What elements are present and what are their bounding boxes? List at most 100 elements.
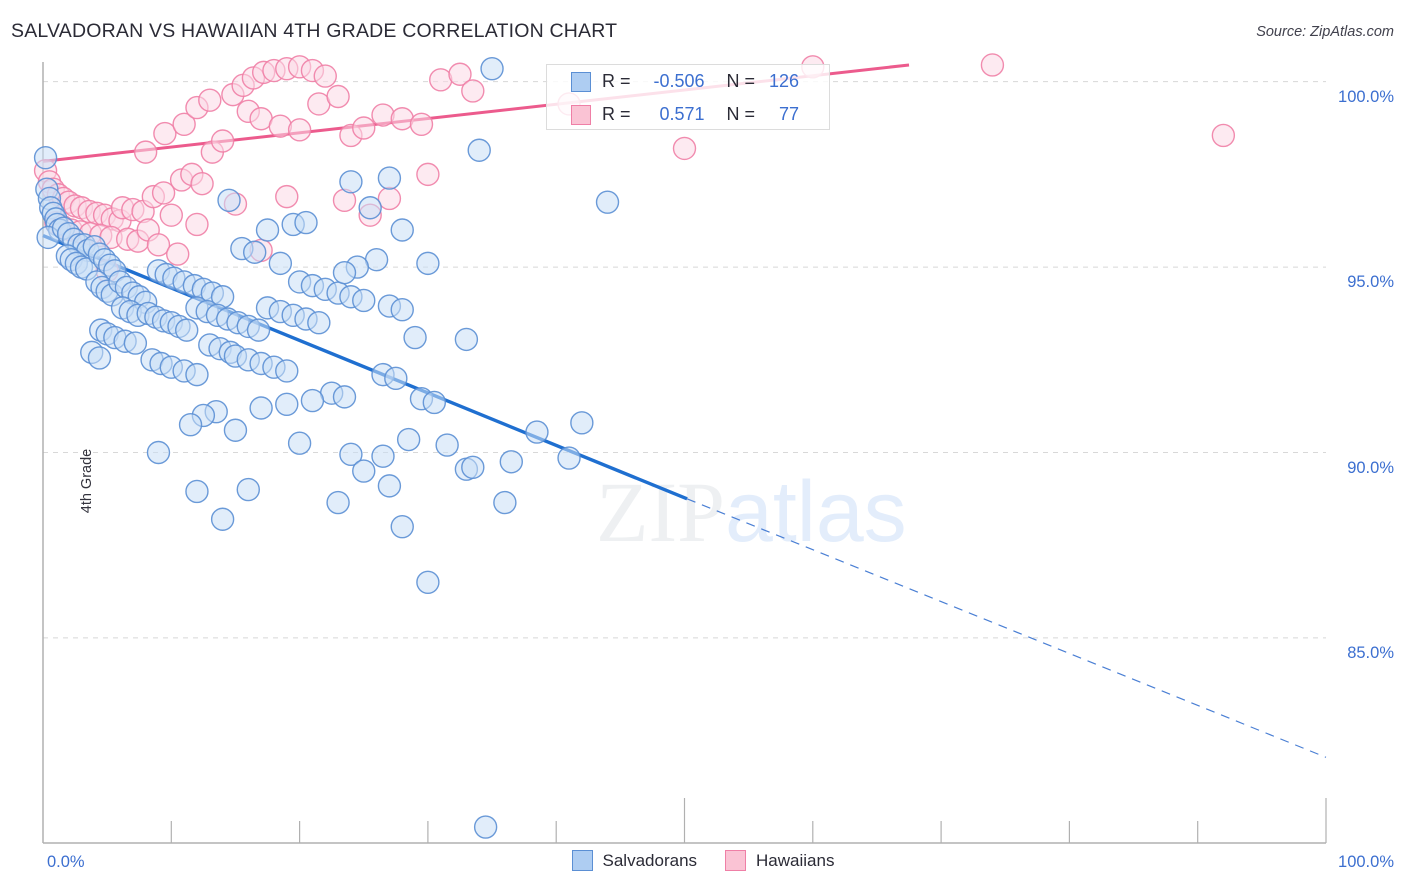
data-point: [409, 112, 434, 136]
data-point: [174, 318, 199, 342]
data-point: [185, 212, 209, 237]
data-point: [403, 325, 427, 350]
data-point: [151, 181, 176, 205]
data-point: [467, 138, 491, 162]
data-point: [198, 88, 222, 112]
correlation-stats-box: R = -0.506 N = 126 R = 0.571 N = 77: [546, 64, 830, 130]
data-point: [461, 79, 485, 103]
data-point: [352, 116, 376, 140]
data-point: [570, 411, 594, 435]
data-point: [246, 318, 271, 342]
data-point: [435, 433, 459, 457]
data-point: [377, 474, 402, 498]
chart-legend: Salvadorans Hawaiians: [0, 850, 1406, 871]
data-point: [525, 420, 549, 444]
stats-n-label-hawaiians: N =: [726, 104, 756, 124]
page-title: SALVADORAN VS HAWAIIAN 4TH GRADE CORRELA…: [11, 20, 618, 42]
data-point: [454, 327, 479, 352]
legend-swatch-hawaiians: [725, 850, 747, 871]
data-point: [980, 53, 1005, 77]
data-point: [461, 455, 485, 480]
data-point: [287, 118, 312, 142]
data-point: [672, 136, 697, 161]
data-point: [358, 196, 382, 220]
data-point: [146, 440, 171, 465]
data-point: [249, 396, 273, 420]
data-point: [326, 490, 350, 515]
data-point: [390, 218, 414, 242]
y-axis-title: 4th Grade: [79, 448, 95, 514]
data-point: [339, 442, 363, 467]
data-point: [123, 331, 148, 355]
legend-swatch-salvadorans: [571, 850, 593, 871]
data-point: [255, 218, 280, 242]
stats-row-salvadorans: R = -0.506 N = 126: [547, 65, 831, 98]
data-point: [352, 459, 376, 483]
y-tick-label: 85.0%: [1347, 643, 1394, 662]
legend-label-hawaiians: Hawaiians: [756, 850, 835, 870]
data-point: [87, 346, 112, 370]
y-tick-label: 100.0%: [1338, 87, 1394, 106]
data-point: [275, 184, 299, 209]
data-point: [210, 507, 235, 531]
stats-r-value-salvadorans: -0.506: [653, 71, 705, 91]
data-point: [190, 171, 214, 196]
data-point: [390, 298, 414, 322]
data-point: [242, 240, 267, 264]
trend-lines: [42, 63, 1327, 758]
scatter-svg: [33, 53, 1327, 844]
data-point: [313, 64, 337, 88]
data-point: [33, 145, 58, 170]
data-point: [416, 251, 440, 276]
stats-r-label-hawaiians: R =: [602, 104, 631, 124]
stats-swatch-salvadorans: [571, 71, 591, 92]
data-point: [480, 56, 504, 81]
data-point: [210, 129, 235, 153]
stats-n-label-salvadorans: N =: [726, 71, 756, 91]
data-point: [448, 62, 472, 86]
data-point: [377, 166, 402, 190]
data-point: [595, 190, 620, 214]
data-point: [332, 385, 357, 409]
series-points-hawaiians: [33, 53, 1236, 283]
trend-line-extension-salvadorans: [686, 498, 1327, 758]
data-point: [384, 366, 408, 391]
data-point: [300, 388, 325, 413]
data-point: [166, 242, 190, 266]
data-point: [332, 260, 357, 285]
stats-row-hawaiians: R = 0.571 N = 77: [547, 98, 831, 131]
stats-r-value-hawaiians: 0.571: [659, 104, 705, 124]
legend-item-salvadorans[interactable]: Salvadorans: [571, 850, 698, 871]
data-point: [133, 140, 158, 164]
x-tick-label-max: 100.0%: [1338, 853, 1394, 871]
data-point: [429, 68, 453, 92]
data-point: [294, 210, 318, 235]
data-point: [185, 479, 209, 504]
data-point: [390, 107, 414, 131]
data-point: [339, 170, 363, 194]
data-point: [217, 188, 241, 213]
data-point: [371, 103, 395, 127]
data-point: [146, 233, 171, 257]
data-point: [236, 477, 260, 502]
legend-item-hawaiians[interactable]: Hawaiians: [725, 850, 834, 871]
data-point: [326, 84, 350, 109]
data-point: [416, 162, 440, 187]
series-points-salvadorans: [33, 56, 620, 839]
data-point: [390, 514, 414, 539]
data-point: [172, 112, 196, 136]
plot-area: ZIPatlas 4th Grade: [33, 53, 1327, 844]
data-point: [159, 203, 184, 227]
source-attribution: Source: ZipAtlas.com: [1256, 24, 1394, 40]
data-point: [287, 431, 312, 455]
data-point: [493, 490, 517, 515]
data-point: [178, 412, 203, 437]
data-point: [223, 418, 248, 442]
data-point: [352, 288, 376, 313]
legend-label-salvadorans: Salvadorans: [602, 850, 698, 870]
data-point: [416, 570, 440, 594]
data-point: [268, 251, 293, 276]
data-point: [473, 815, 498, 839]
data-point: [371, 444, 395, 468]
